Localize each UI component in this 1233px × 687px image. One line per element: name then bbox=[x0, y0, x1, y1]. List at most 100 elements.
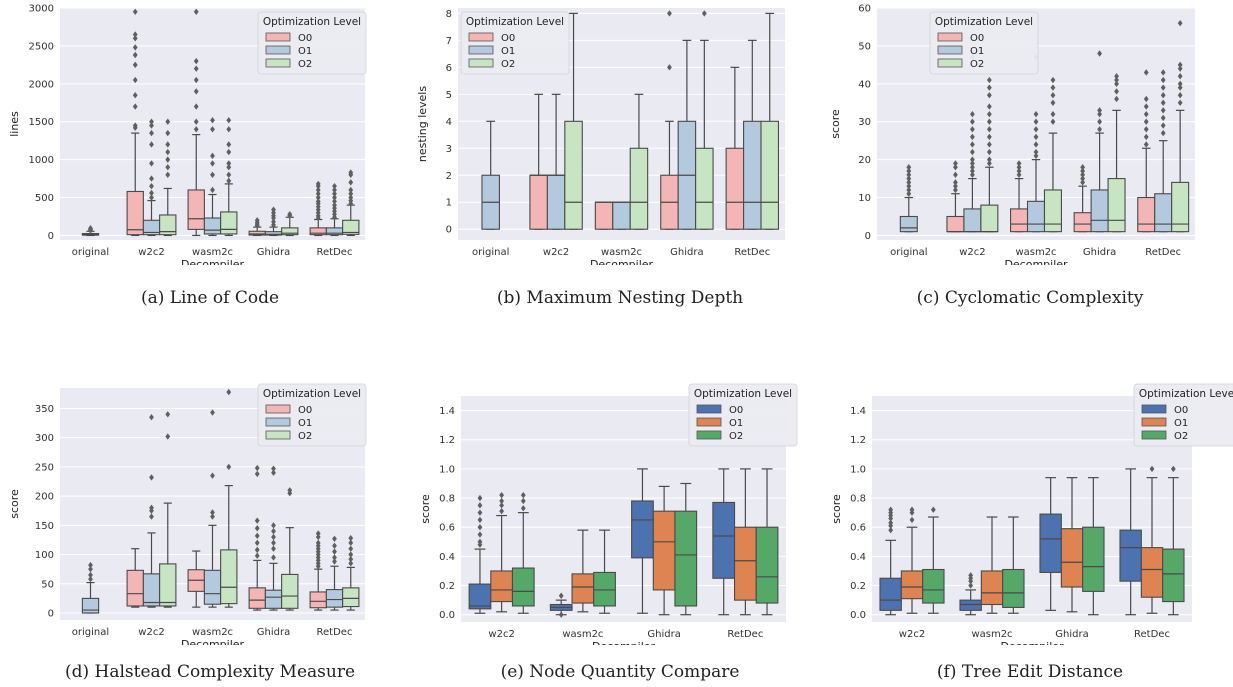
box-iqr bbox=[281, 573, 299, 609]
outlier-point bbox=[1033, 110, 1039, 118]
box-RetDec-O2 bbox=[1162, 465, 1185, 616]
outlier-point bbox=[315, 194, 321, 201]
y-tick-label: 10 bbox=[858, 193, 871, 204]
legend-swatch bbox=[468, 45, 494, 55]
outlier-point bbox=[477, 524, 483, 531]
outlier-point bbox=[149, 504, 154, 511]
outlier-point bbox=[254, 532, 260, 540]
outlier-point bbox=[906, 167, 912, 175]
box-iqr bbox=[629, 147, 649, 230]
outlier-point bbox=[953, 182, 958, 190]
outlier-point bbox=[667, 64, 672, 71]
outlier-point bbox=[88, 561, 93, 569]
legend-swatch bbox=[265, 417, 291, 427]
box-iqr bbox=[159, 214, 177, 236]
y-axis-label: score bbox=[8, 489, 21, 519]
box-Ghidra-O0 bbox=[631, 468, 654, 614]
outlier-point bbox=[906, 164, 912, 171]
x-tick-label: wasm2c bbox=[601, 247, 642, 258]
outlier-point bbox=[1016, 167, 1022, 175]
x-axis-label: Decompiler bbox=[181, 258, 245, 265]
legend-swatch bbox=[265, 32, 291, 42]
x-tick-label: wasm2c bbox=[192, 247, 233, 258]
y-tick-label: 0 bbox=[865, 231, 871, 242]
box-iqr bbox=[511, 567, 535, 607]
box-iqr bbox=[564, 120, 583, 230]
outlier-point bbox=[906, 186, 912, 194]
legend-label: O0 bbox=[501, 33, 515, 44]
y-axis-label: score bbox=[830, 494, 843, 524]
outlier-point bbox=[149, 182, 154, 190]
outlier-point bbox=[226, 148, 232, 156]
outlier-point bbox=[701, 10, 707, 17]
outlier-point bbox=[986, 141, 992, 148]
legend-box bbox=[1133, 383, 1233, 447]
legend-title: Optimization Level bbox=[694, 388, 792, 400]
legend: Optimization Level O0 O1 O2 bbox=[460, 11, 570, 75]
legend-label: O1 bbox=[501, 46, 515, 57]
y-tick-label: 0 bbox=[446, 225, 452, 236]
caption-d: (d) Halstead Complexity Measure bbox=[64, 662, 356, 682]
legend-title: Optimization Level bbox=[935, 16, 1033, 28]
outlier-point bbox=[226, 160, 232, 167]
y-tick-label: 1.0 bbox=[439, 464, 455, 475]
outlier-point bbox=[165, 118, 171, 125]
x-tick-label: RetDec bbox=[317, 627, 353, 638]
legend-label: O1 bbox=[298, 418, 312, 429]
box-iqr bbox=[593, 571, 616, 607]
box-iqr bbox=[922, 568, 945, 604]
x-tick-label: Ghidra bbox=[257, 627, 290, 638]
box-iqr bbox=[1082, 526, 1105, 592]
box-RetDec-O0 bbox=[712, 468, 736, 616]
outlier-point bbox=[970, 156, 975, 163]
outlier-point bbox=[226, 388, 232, 396]
caption-a: (a) Line of Code bbox=[140, 288, 280, 308]
outlier-point bbox=[226, 171, 232, 178]
legend-label: O1 bbox=[970, 46, 984, 57]
outlier-point bbox=[165, 129, 171, 137]
x-tick-label: Ghidra bbox=[1055, 629, 1088, 640]
outlier-point bbox=[165, 148, 171, 156]
box-w2c2-O2 bbox=[159, 411, 177, 608]
outlier-point bbox=[970, 148, 975, 156]
outlier-point bbox=[1033, 152, 1039, 160]
legend-label: O2 bbox=[298, 431, 312, 442]
y-tick-label: 250 bbox=[35, 462, 54, 473]
box-iqr bbox=[1060, 528, 1084, 588]
outlier-point bbox=[132, 61, 138, 69]
box-RetDec-O1 bbox=[743, 39, 762, 230]
caption-e: (e) Node Quantity Compare bbox=[500, 662, 740, 682]
outlier-point bbox=[149, 414, 154, 421]
outlier-point bbox=[315, 198, 321, 205]
legend-box bbox=[460, 11, 570, 75]
y-tick-label: 300 bbox=[35, 433, 54, 444]
outlier-point bbox=[953, 164, 958, 171]
box-iqr bbox=[652, 510, 676, 591]
outlier-point bbox=[348, 534, 354, 542]
outlier-point bbox=[210, 171, 215, 178]
box-wasm2c-O2 bbox=[629, 93, 649, 230]
box-RetDec-O0 bbox=[1137, 69, 1156, 233]
outlier-point bbox=[193, 57, 199, 65]
outlier-point bbox=[667, 10, 672, 17]
box-iqr bbox=[309, 591, 327, 609]
box-iqr bbox=[980, 570, 1004, 606]
outlier-point bbox=[226, 141, 232, 148]
outlier-point bbox=[226, 126, 232, 133]
outlier-point bbox=[210, 152, 215, 160]
outlier-point bbox=[888, 526, 894, 534]
box-iqr bbox=[631, 500, 654, 559]
outlier-point bbox=[193, 118, 199, 125]
outlier-point bbox=[332, 558, 337, 565]
outlier-point bbox=[970, 160, 975, 167]
box-iqr bbox=[325, 589, 344, 608]
box-iqr bbox=[1107, 178, 1126, 233]
box-iqr bbox=[1026, 200, 1046, 233]
box-iqr bbox=[81, 597, 100, 614]
chart-line-of-code: 0 500 1000 1500 2000 2500 3000 original w2c2 wasm… bbox=[8, 4, 367, 265]
outlier-point bbox=[348, 551, 354, 558]
box-Ghidra-O2 bbox=[281, 487, 299, 611]
outlier-point bbox=[210, 509, 215, 516]
x-tick-label: Ghidra bbox=[670, 247, 703, 258]
outlier-point bbox=[193, 76, 199, 84]
